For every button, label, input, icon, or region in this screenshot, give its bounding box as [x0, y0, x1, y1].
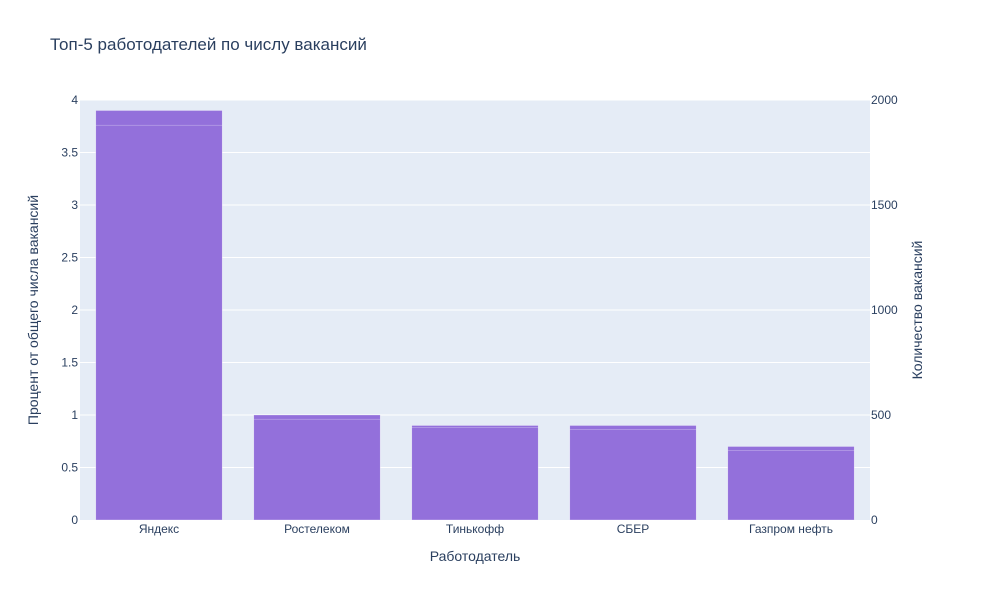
- x-tick-label: Тинькофф: [446, 522, 504, 536]
- y2-tick-label: 0: [871, 513, 878, 527]
- bar-right[interactable]: [411, 427, 539, 521]
- x-axis-title: Работодатель: [430, 548, 521, 564]
- x-tick-label: СБЕР: [617, 522, 650, 536]
- y-tick-label: 4: [71, 93, 78, 107]
- x-tick-label: Газпром нефть: [749, 522, 833, 536]
- y2-tick-label: 1000: [871, 303, 898, 317]
- y-axis-title: Процент от общего числа вакансий: [25, 195, 41, 425]
- y2-tick-label: 1500: [871, 198, 898, 212]
- y-tick-label: 2.5: [61, 251, 78, 265]
- bar-right[interactable]: [95, 124, 223, 521]
- y-tick-label: 1.5: [61, 356, 78, 370]
- y-tick-label: 3.5: [61, 146, 78, 160]
- y-tick-label: 2: [71, 303, 78, 317]
- bar-right[interactable]: [569, 429, 697, 521]
- bar-right[interactable]: [253, 418, 381, 521]
- tick-labels: 0 0.5 1 1.5 2 2.5 3 3.5 4 0 500 1000 1500 2000 Яндекс Р…: [61, 93, 898, 536]
- bars: [95, 110, 855, 521]
- y-tick-label: 0: [71, 513, 78, 527]
- y2-axis-title: Количество вакансий: [909, 241, 925, 380]
- chart-title: Топ-5 работодателей по числу вакансий: [50, 35, 367, 54]
- y2-tick-label: 500: [871, 408, 891, 422]
- x-tick-label: Яндекс: [139, 522, 179, 536]
- y-tick-label: 3: [71, 198, 78, 212]
- y-tick-label: 0.5: [61, 461, 78, 475]
- y-tick-label: 1: [71, 408, 78, 422]
- y2-tick-label: 2000: [871, 93, 898, 107]
- x-tick-label: Ростелеком: [284, 522, 350, 536]
- bar-right[interactable]: [727, 450, 855, 521]
